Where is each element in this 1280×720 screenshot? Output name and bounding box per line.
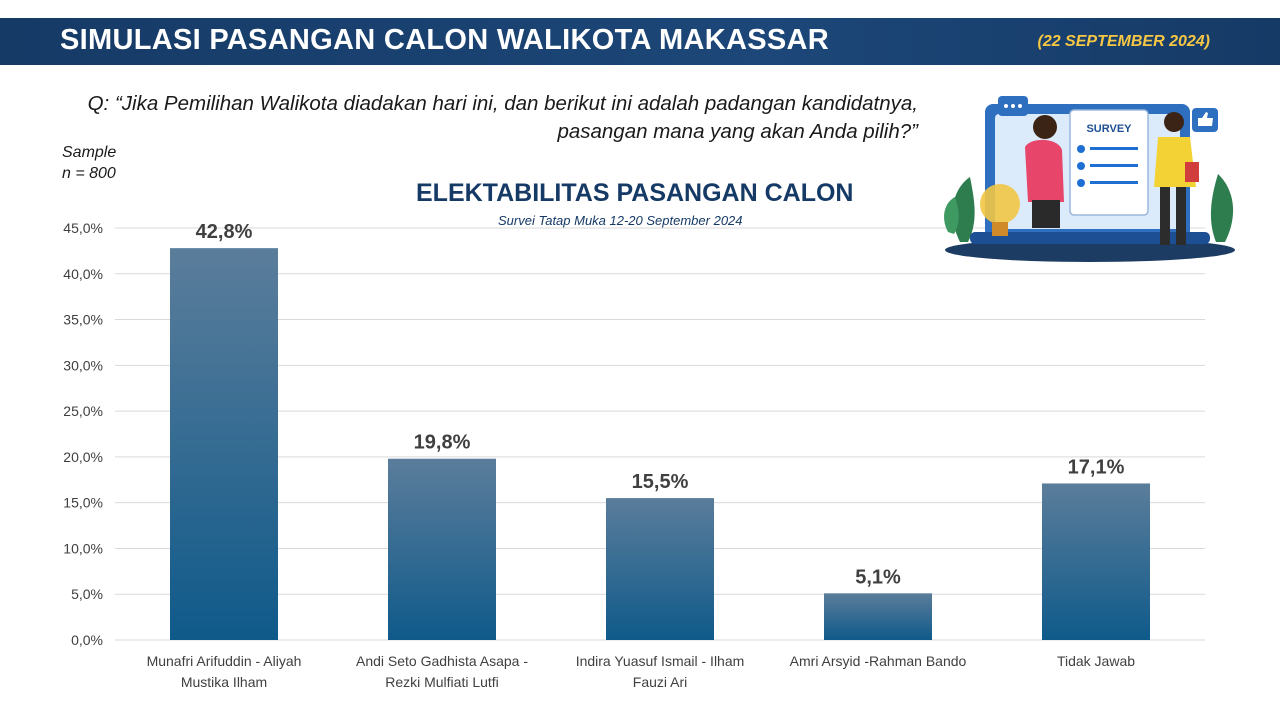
header-bar: SIMULASI PASANGAN CALON WALIKOTA MAKASSA… — [0, 18, 1280, 65]
y-tick-label: 0,0% — [71, 632, 103, 648]
top-strip — [0, 0, 1280, 18]
leaf-left-icon — [952, 177, 975, 242]
x-tick-label: Tidak Jawab — [1057, 653, 1135, 669]
checklist-icon — [1069, 109, 1149, 216]
survey-illustration: SURVEY — [944, 96, 1235, 262]
bar — [824, 593, 932, 640]
survey-question: Q: “Jika Pemilihan Walikota diadakan har… — [0, 90, 918, 146]
survey-label: SURVEY — [1086, 123, 1132, 135]
bar-layer — [170, 248, 1150, 641]
checklist-rows — [1077, 145, 1138, 187]
data-label: 42,8% — [196, 221, 253, 243]
y-tick-label: 20,0% — [63, 449, 103, 465]
x-tick-label: Mustika Ilham — [181, 674, 267, 690]
leaf-right-icon — [1210, 174, 1234, 242]
leaf-left-small-icon — [944, 197, 959, 234]
x-tick-label: Fauzi Ari — [633, 674, 687, 690]
data-label: 5,1% — [855, 566, 901, 588]
bar — [170, 248, 278, 641]
x-tick-label: Amri Arsyid -Rahman Bando — [790, 653, 967, 669]
data-label: 19,8% — [414, 432, 471, 454]
survey-question-line-2: pasangan mana yang akan Anda pilih?” — [557, 120, 918, 143]
y-tick-label: 40,0% — [63, 266, 103, 282]
survey-date: (22 SEPTEMBER 2024) — [1037, 33, 1210, 50]
y-tick-label: 30,0% — [63, 357, 103, 373]
data-label: 17,1% — [1068, 456, 1125, 478]
chart-subtitle: Survei Tatap Muka 12-20 September 2024 — [498, 213, 743, 228]
y-tick-label: 15,0% — [63, 495, 103, 511]
x-tick-label: Andi Seto Gadhista Asapa - — [356, 653, 528, 669]
x-tick-label: Indira Yuasuf Ismail - Ilham — [576, 653, 745, 669]
y-tick-label: 5,0% — [71, 586, 103, 602]
bar — [1042, 483, 1150, 640]
chart-title: ELEKTABILITAS PASANGAN CALON — [416, 179, 854, 207]
woman-body — [1025, 139, 1064, 202]
x-tick-label: Munafri Arifuddin - Aliyah — [147, 653, 302, 669]
page-title: SIMULASI PASANGAN CALON WALIKOTA MAKASSA… — [60, 24, 829, 56]
sample-n: n = 800 — [62, 165, 116, 182]
lightbulb-icon — [980, 184, 1020, 224]
laptop-base — [970, 232, 1210, 244]
x-tick-label: Rezki Mulfiati Lutfi — [385, 674, 499, 690]
y-tick-label: 10,0% — [63, 540, 103, 556]
sample-label: Sample — [62, 144, 117, 161]
y-tick-label: 35,0% — [63, 312, 103, 328]
survey-question-line-1: Q: “Jika Pemilihan Walikota diadakan har… — [87, 92, 918, 115]
data-label: 15,5% — [632, 471, 689, 493]
man-head — [1164, 112, 1184, 132]
y-tick-label: 25,0% — [63, 403, 103, 419]
y-tick-label: 45,0% — [63, 220, 103, 236]
sample-size: Sample n = 800 — [62, 142, 116, 184]
bar — [388, 458, 496, 640]
label-layer: 0,0% 5,0% 10,0% 15,0% 20,0% 25,0% 30,0% 35,0% 40… — [63, 220, 1135, 690]
bar — [606, 498, 714, 640]
woman-head — [1033, 115, 1057, 139]
